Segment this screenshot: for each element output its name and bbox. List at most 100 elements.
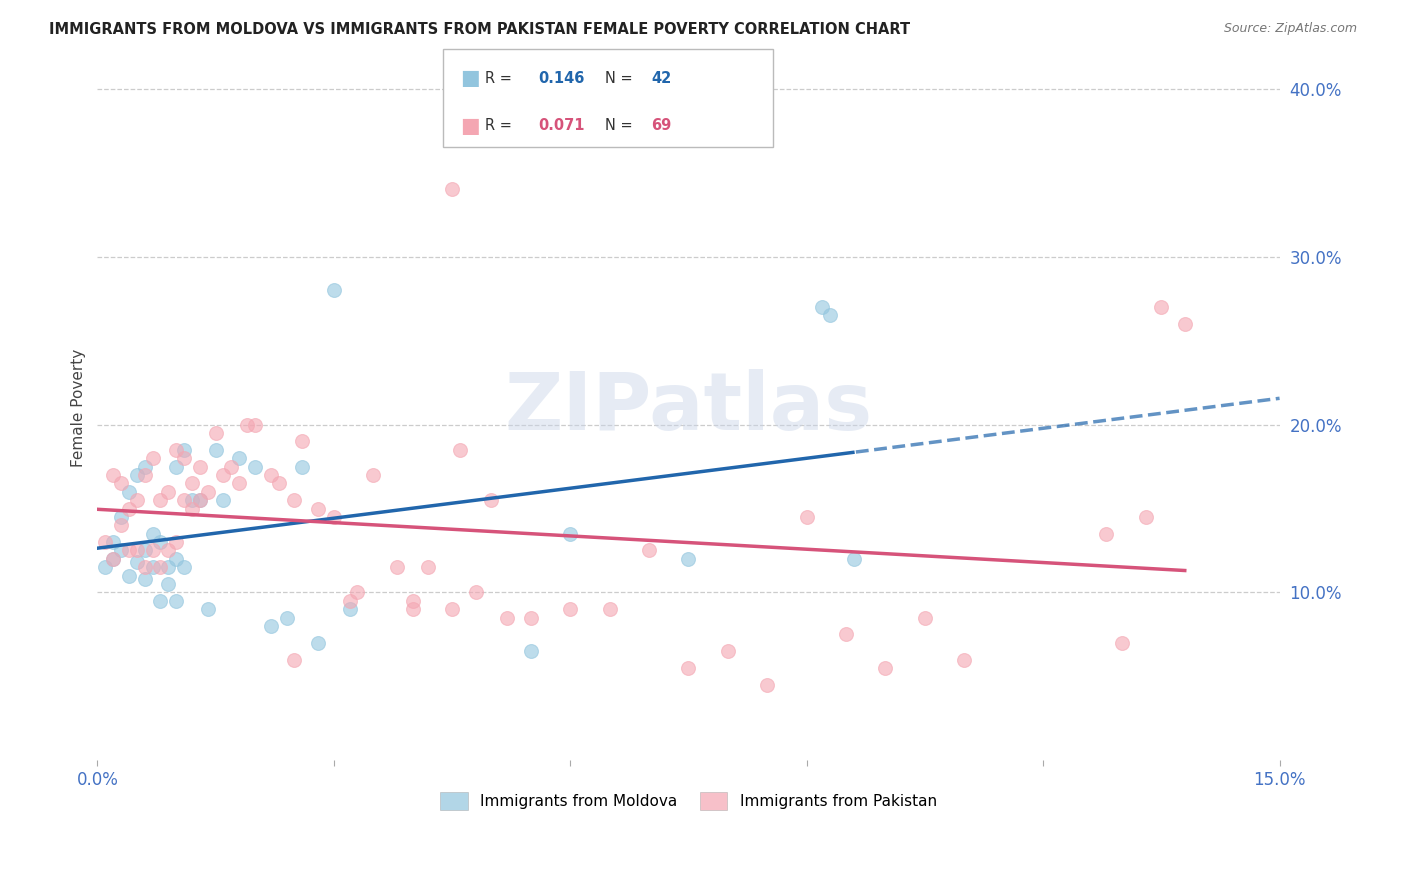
Point [197, 602, 219, 616]
Point [276, 610, 298, 624]
Point [165, 594, 187, 608]
Point [835, 627, 858, 641]
Point [756, 678, 779, 692]
Point [401, 602, 423, 616]
Point [94, 535, 117, 549]
Point [134, 467, 156, 482]
Point [181, 493, 204, 508]
Point [204, 425, 226, 440]
Point [291, 459, 314, 474]
Point [212, 467, 235, 482]
Y-axis label: Female Poverty: Female Poverty [72, 349, 86, 467]
Point [149, 560, 172, 574]
Point [875, 661, 897, 675]
Point [221, 459, 243, 474]
Point [118, 501, 141, 516]
Point [243, 417, 266, 432]
Point [125, 555, 148, 569]
Point [560, 602, 582, 616]
Point [307, 636, 329, 650]
Point [385, 560, 408, 574]
Point [678, 552, 700, 566]
Point [101, 552, 124, 566]
Point [173, 451, 195, 466]
Point [243, 459, 266, 474]
Point [134, 572, 156, 586]
Point [1111, 636, 1133, 650]
Text: IMMIGRANTS FROM MOLDOVA VS IMMIGRANTS FROM PAKISTAN FEMALE POVERTY CORRELATION C: IMMIGRANTS FROM MOLDOVA VS IMMIGRANTS FR… [49, 22, 910, 37]
Point [418, 560, 440, 574]
Point [599, 602, 621, 616]
Point [496, 610, 519, 624]
Point [118, 568, 141, 582]
Text: R =: R = [485, 118, 516, 133]
Text: N =: N = [605, 71, 637, 86]
Point [101, 552, 124, 566]
Point [842, 552, 865, 566]
Point [260, 467, 283, 482]
Point [134, 560, 156, 574]
Point [322, 283, 344, 297]
Point [118, 484, 141, 499]
Point [638, 543, 661, 558]
Point [228, 451, 250, 466]
Text: ZIPatlas: ZIPatlas [505, 368, 873, 447]
Point [346, 585, 368, 599]
Point [118, 543, 141, 558]
Point [188, 459, 211, 474]
Point [953, 653, 976, 667]
Legend: Immigrants from Moldova, Immigrants from Pakistan: Immigrants from Moldova, Immigrants from… [434, 787, 943, 816]
Point [440, 602, 463, 616]
Point [173, 560, 195, 574]
Point [110, 543, 132, 558]
Point [228, 476, 250, 491]
Point [125, 467, 148, 482]
Text: Source: ZipAtlas.com: Source: ZipAtlas.com [1223, 22, 1357, 36]
Point [560, 526, 582, 541]
Point [520, 610, 543, 624]
Point [464, 585, 486, 599]
Point [322, 509, 344, 524]
Text: ■: ■ [460, 69, 479, 88]
Point [110, 476, 132, 491]
Point [181, 476, 204, 491]
Point [339, 594, 361, 608]
Point [361, 467, 384, 482]
Point [717, 644, 740, 658]
Point [165, 552, 187, 566]
Point [520, 644, 543, 658]
Point [260, 619, 283, 633]
Point [110, 518, 132, 533]
Point [440, 182, 463, 196]
Point [157, 560, 180, 574]
Point [212, 493, 235, 508]
Point [204, 442, 226, 457]
Point [307, 501, 329, 516]
Text: R =: R = [485, 71, 516, 86]
Point [339, 602, 361, 616]
Point [236, 417, 259, 432]
Point [291, 434, 314, 449]
Point [165, 459, 187, 474]
Point [141, 560, 163, 574]
Point [134, 543, 156, 558]
Point [157, 577, 180, 591]
Point [149, 535, 172, 549]
Point [125, 543, 148, 558]
Text: 42: 42 [651, 71, 671, 86]
Point [1135, 509, 1157, 524]
Point [173, 442, 195, 457]
Point [134, 459, 156, 474]
Text: 0.146: 0.146 [538, 71, 585, 86]
Text: 0.071: 0.071 [538, 118, 585, 133]
Point [481, 493, 503, 508]
Point [820, 309, 842, 323]
Point [173, 493, 195, 508]
Point [157, 484, 180, 499]
Point [165, 442, 187, 457]
Point [188, 493, 211, 508]
Point [110, 509, 132, 524]
Point [1150, 300, 1173, 314]
Point [101, 467, 124, 482]
Point [188, 493, 211, 508]
